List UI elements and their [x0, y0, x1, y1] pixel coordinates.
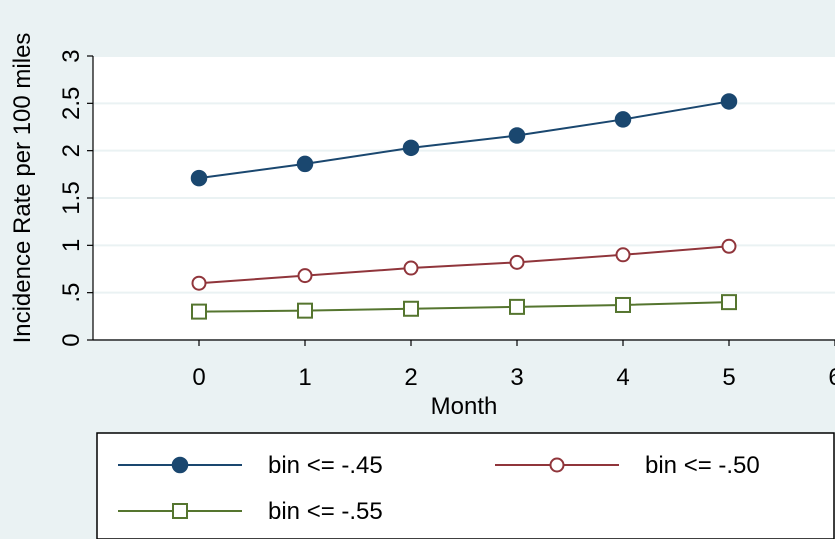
data-point — [297, 268, 313, 284]
y-tick-label: 3 — [58, 49, 85, 62]
data-point — [190, 169, 208, 187]
axes: 0 .5 1 1.5 2 2.5 3 0 1 2 3 4 5 6 — [58, 49, 835, 391]
x-tick-label: 0 — [192, 364, 205, 391]
data-point — [403, 300, 419, 317]
legend-item: bin <= -.55 — [118, 498, 383, 525]
data-point — [720, 93, 738, 110]
data-point — [297, 302, 313, 319]
y-tick-label: 2.5 — [58, 87, 85, 120]
series-line — [198, 301, 730, 313]
data-point — [191, 303, 207, 320]
data-point — [509, 298, 525, 315]
data-point — [296, 155, 314, 173]
x-tick-label: 6 — [828, 364, 835, 391]
y-tick-label: 1 — [58, 239, 85, 252]
x-tick-label: 4 — [616, 364, 629, 391]
y-tick-label: 0 — [58, 333, 85, 346]
series-line — [198, 100, 730, 180]
x-tick-label: 3 — [510, 364, 523, 391]
y-tick-label: 1.5 — [58, 181, 85, 214]
legend-marker — [171, 456, 189, 474]
x-tick-label: 2 — [404, 364, 417, 391]
data-point — [615, 247, 631, 263]
data-point — [508, 127, 526, 144]
data-point — [721, 294, 737, 311]
series-layer — [190, 93, 738, 320]
x-tick-label: 5 — [722, 364, 735, 391]
data-point — [191, 275, 207, 291]
series-3 — [191, 294, 737, 320]
y-tick-label: .5 — [58, 283, 85, 303]
data-point — [614, 111, 632, 128]
legend-label: bin <= -.55 — [268, 498, 383, 525]
y-tick-label: 2 — [58, 144, 85, 157]
x-axis-title: Month — [431, 393, 498, 420]
data-point — [402, 139, 420, 157]
legend-item: bin <= -.45 — [118, 452, 383, 479]
data-point — [721, 238, 737, 254]
series-line — [198, 245, 730, 285]
data-point — [615, 296, 631, 313]
y-axis-title: Incidence Rate per 100 miles — [9, 33, 36, 344]
series-2 — [191, 238, 737, 291]
legend-marker — [549, 457, 565, 473]
data-point — [509, 254, 525, 270]
legend-item: bin <= -.50 — [495, 452, 760, 479]
legend: bin <= -.45 bin <= -.50 bin <= -.55 — [96, 432, 835, 539]
series-1 — [190, 93, 738, 187]
legend-marker — [172, 503, 188, 519]
legend-label: bin <= -.45 — [268, 452, 383, 479]
legend-box — [96, 432, 835, 539]
x-tick-label: 1 — [298, 364, 311, 391]
legend-label: bin <= -.50 — [645, 452, 760, 479]
data-point — [403, 260, 419, 276]
